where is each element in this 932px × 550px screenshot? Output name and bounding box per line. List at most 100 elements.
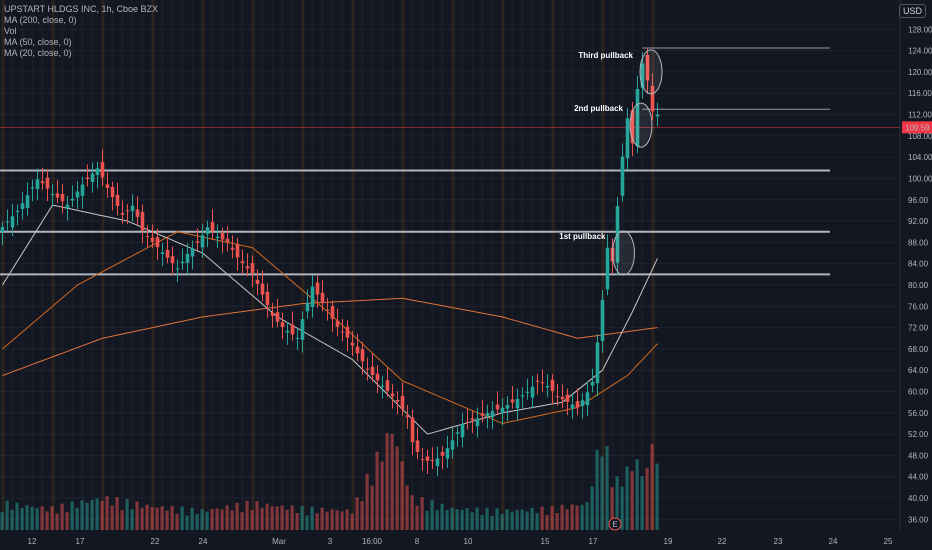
candle-body xyxy=(560,396,565,400)
volume-bar xyxy=(645,467,649,530)
volume-bar xyxy=(260,507,264,530)
y-tick-label: 112.00 xyxy=(908,111,932,120)
pullback-ellipse xyxy=(612,230,635,276)
pullback-ellipse xyxy=(639,49,663,95)
volume-bar xyxy=(325,511,329,530)
volume-bar xyxy=(70,501,74,530)
session-band xyxy=(261,0,264,530)
candle-body xyxy=(265,291,270,306)
candle-body xyxy=(35,179,40,189)
y-tick-label: 36.00 xyxy=(908,515,929,524)
last-price-tag xyxy=(902,121,932,134)
volume-bar xyxy=(525,511,529,530)
candle-body xyxy=(230,247,235,250)
y-tick-label: 96.00 xyxy=(908,196,929,205)
candle-body xyxy=(355,346,360,354)
session-band xyxy=(11,0,14,530)
candle-body xyxy=(350,342,355,346)
session-band xyxy=(51,0,55,530)
currency-button[interactable]: USD xyxy=(898,4,926,18)
candle-body xyxy=(220,233,225,240)
volume-bar xyxy=(270,506,274,530)
session-band xyxy=(481,0,484,530)
y-tick-label: 72.00 xyxy=(908,324,929,333)
candle-body xyxy=(445,448,450,459)
candle-body xyxy=(420,459,425,461)
candle-body xyxy=(345,326,350,338)
candle-body xyxy=(505,405,510,409)
candle-body xyxy=(555,396,560,398)
volume-bar xyxy=(505,509,509,530)
volume-bar xyxy=(410,495,414,530)
x-tick-label: 24 xyxy=(199,537,208,546)
candle-body xyxy=(145,235,150,237)
volume-bar xyxy=(400,461,404,530)
candle-body xyxy=(170,256,175,264)
candle-body xyxy=(90,173,95,182)
volume-bar xyxy=(460,509,464,530)
volume-bar xyxy=(240,512,244,530)
indicator-ma200[interactable]: MA (200, close, 0) xyxy=(4,15,77,25)
candle-body xyxy=(250,262,255,274)
volume-bar xyxy=(295,512,299,530)
candle-body xyxy=(440,451,445,456)
indicator-ma50[interactable]: MA (50, close, 0) xyxy=(4,37,72,47)
candle-body xyxy=(575,401,580,408)
session-band xyxy=(541,0,544,530)
candle-body xyxy=(80,184,85,196)
volume-bar xyxy=(310,506,314,530)
y-tick-label: 88.00 xyxy=(908,238,929,247)
volume-bar xyxy=(5,500,9,530)
candle-body xyxy=(205,227,210,235)
session-band xyxy=(231,0,234,530)
candle-body xyxy=(310,286,315,307)
x-tick-label: 17 xyxy=(589,537,598,546)
session-band xyxy=(361,0,364,530)
candle-body xyxy=(425,456,430,461)
volume-bar xyxy=(205,511,209,530)
volume-bar xyxy=(570,504,574,530)
volume-bar xyxy=(555,513,559,530)
volume-bar xyxy=(125,498,129,530)
price-axis: 128.00 124.00 120.00 116.00 112.00 108.00 104.… xyxy=(899,0,932,530)
x-tick-label: 22 xyxy=(718,537,727,546)
candle-body xyxy=(130,205,135,212)
annotation-label: 2nd pullback xyxy=(574,104,623,113)
session-band xyxy=(351,0,355,530)
candle-body xyxy=(215,236,220,239)
candle-body xyxy=(595,342,600,384)
candle-body xyxy=(590,381,595,386)
y-tick-label: 52.00 xyxy=(908,430,929,439)
y-tick-label: 100.00 xyxy=(908,174,932,183)
candle-body xyxy=(200,235,205,248)
candle-body xyxy=(385,380,390,391)
earnings-marker-label: E xyxy=(612,520,617,529)
candle-body xyxy=(415,440,420,452)
indicator-ma20[interactable]: MA (20, close, 0) xyxy=(4,48,72,58)
volume-bar xyxy=(55,513,59,530)
indicator-volume[interactable]: Vol xyxy=(4,26,17,36)
candle-body xyxy=(175,268,180,270)
candle-body xyxy=(380,385,385,387)
y-tick-label: 68.00 xyxy=(908,345,929,354)
candle-body xyxy=(190,248,195,257)
volume-bar xyxy=(445,509,449,530)
y-tick-label: 44.00 xyxy=(908,473,929,482)
volume-bar xyxy=(115,497,119,530)
candle-body xyxy=(600,299,605,342)
annotation-label: 1st pullback xyxy=(559,232,606,241)
volume-bar xyxy=(235,502,239,530)
candle-body xyxy=(525,391,530,393)
volume-bar xyxy=(530,507,534,530)
volume-bar xyxy=(420,497,424,530)
candle-body xyxy=(495,404,500,410)
session-band xyxy=(211,0,214,530)
session-band xyxy=(31,0,34,530)
volume-bar xyxy=(415,505,419,530)
volume-bar xyxy=(470,512,474,530)
volume-bar xyxy=(610,487,614,530)
candle-body xyxy=(75,191,80,198)
volume-bar xyxy=(100,500,104,530)
earnings-marker xyxy=(608,517,622,531)
